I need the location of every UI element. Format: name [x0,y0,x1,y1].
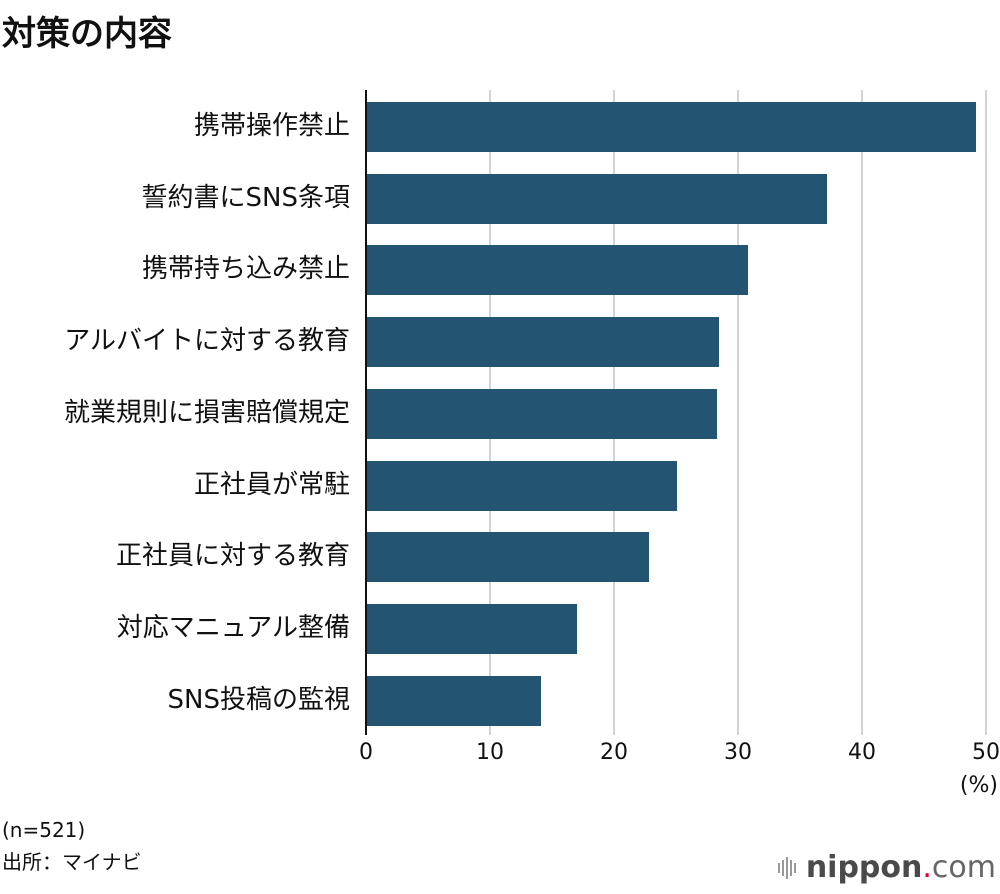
x-tick-label: 20 [600,740,628,765]
gridline [737,90,739,735]
category-label: 正社員が常駐 [193,469,350,500]
gridline [985,90,987,735]
sample-size-note: (n=521) [2,818,86,842]
bar [366,102,977,152]
x-axis-unit: (%) [959,773,998,798]
category-label: 誓約書にSNS条項 [141,182,350,213]
nippon-logo: nippon. com [777,850,996,885]
x-tick-label: 0 [359,740,373,765]
bar [366,532,649,583]
bar [366,460,678,511]
bar [366,173,828,224]
gridline [861,90,863,735]
x-tick-label: 30 [724,740,752,765]
logo-dot: . [922,850,932,885]
category-label: アルバイトに対する教育 [64,326,350,357]
bar [366,603,577,654]
logo-tld: com [931,850,996,885]
category-label: 就業規則に損害賠償規定 [63,397,350,428]
logo-sound-bars-icon [777,856,796,879]
category-label: 携帯操作禁止 [193,111,350,141]
category-label: SNS投稿の監視 [167,684,350,715]
logo-name: nippon [805,850,923,885]
bar [366,317,720,368]
chart-title: 対策の内容 [2,14,172,54]
x-tick-label: 50 [972,740,1000,765]
source-note: 出所：マイナビ [2,850,142,874]
category-label: 携帯持ち込み禁止 [141,254,350,285]
category-label: 対応マニュアル整備 [116,612,350,643]
bar [366,245,748,296]
x-tick-label: 40 [848,740,876,765]
bar [366,675,541,726]
y-axis-line [365,90,367,735]
bar [366,388,717,439]
category-label: 正社員に対する教育 [115,541,350,572]
x-tick-label: 10 [476,740,504,765]
plot-area [365,90,987,735]
